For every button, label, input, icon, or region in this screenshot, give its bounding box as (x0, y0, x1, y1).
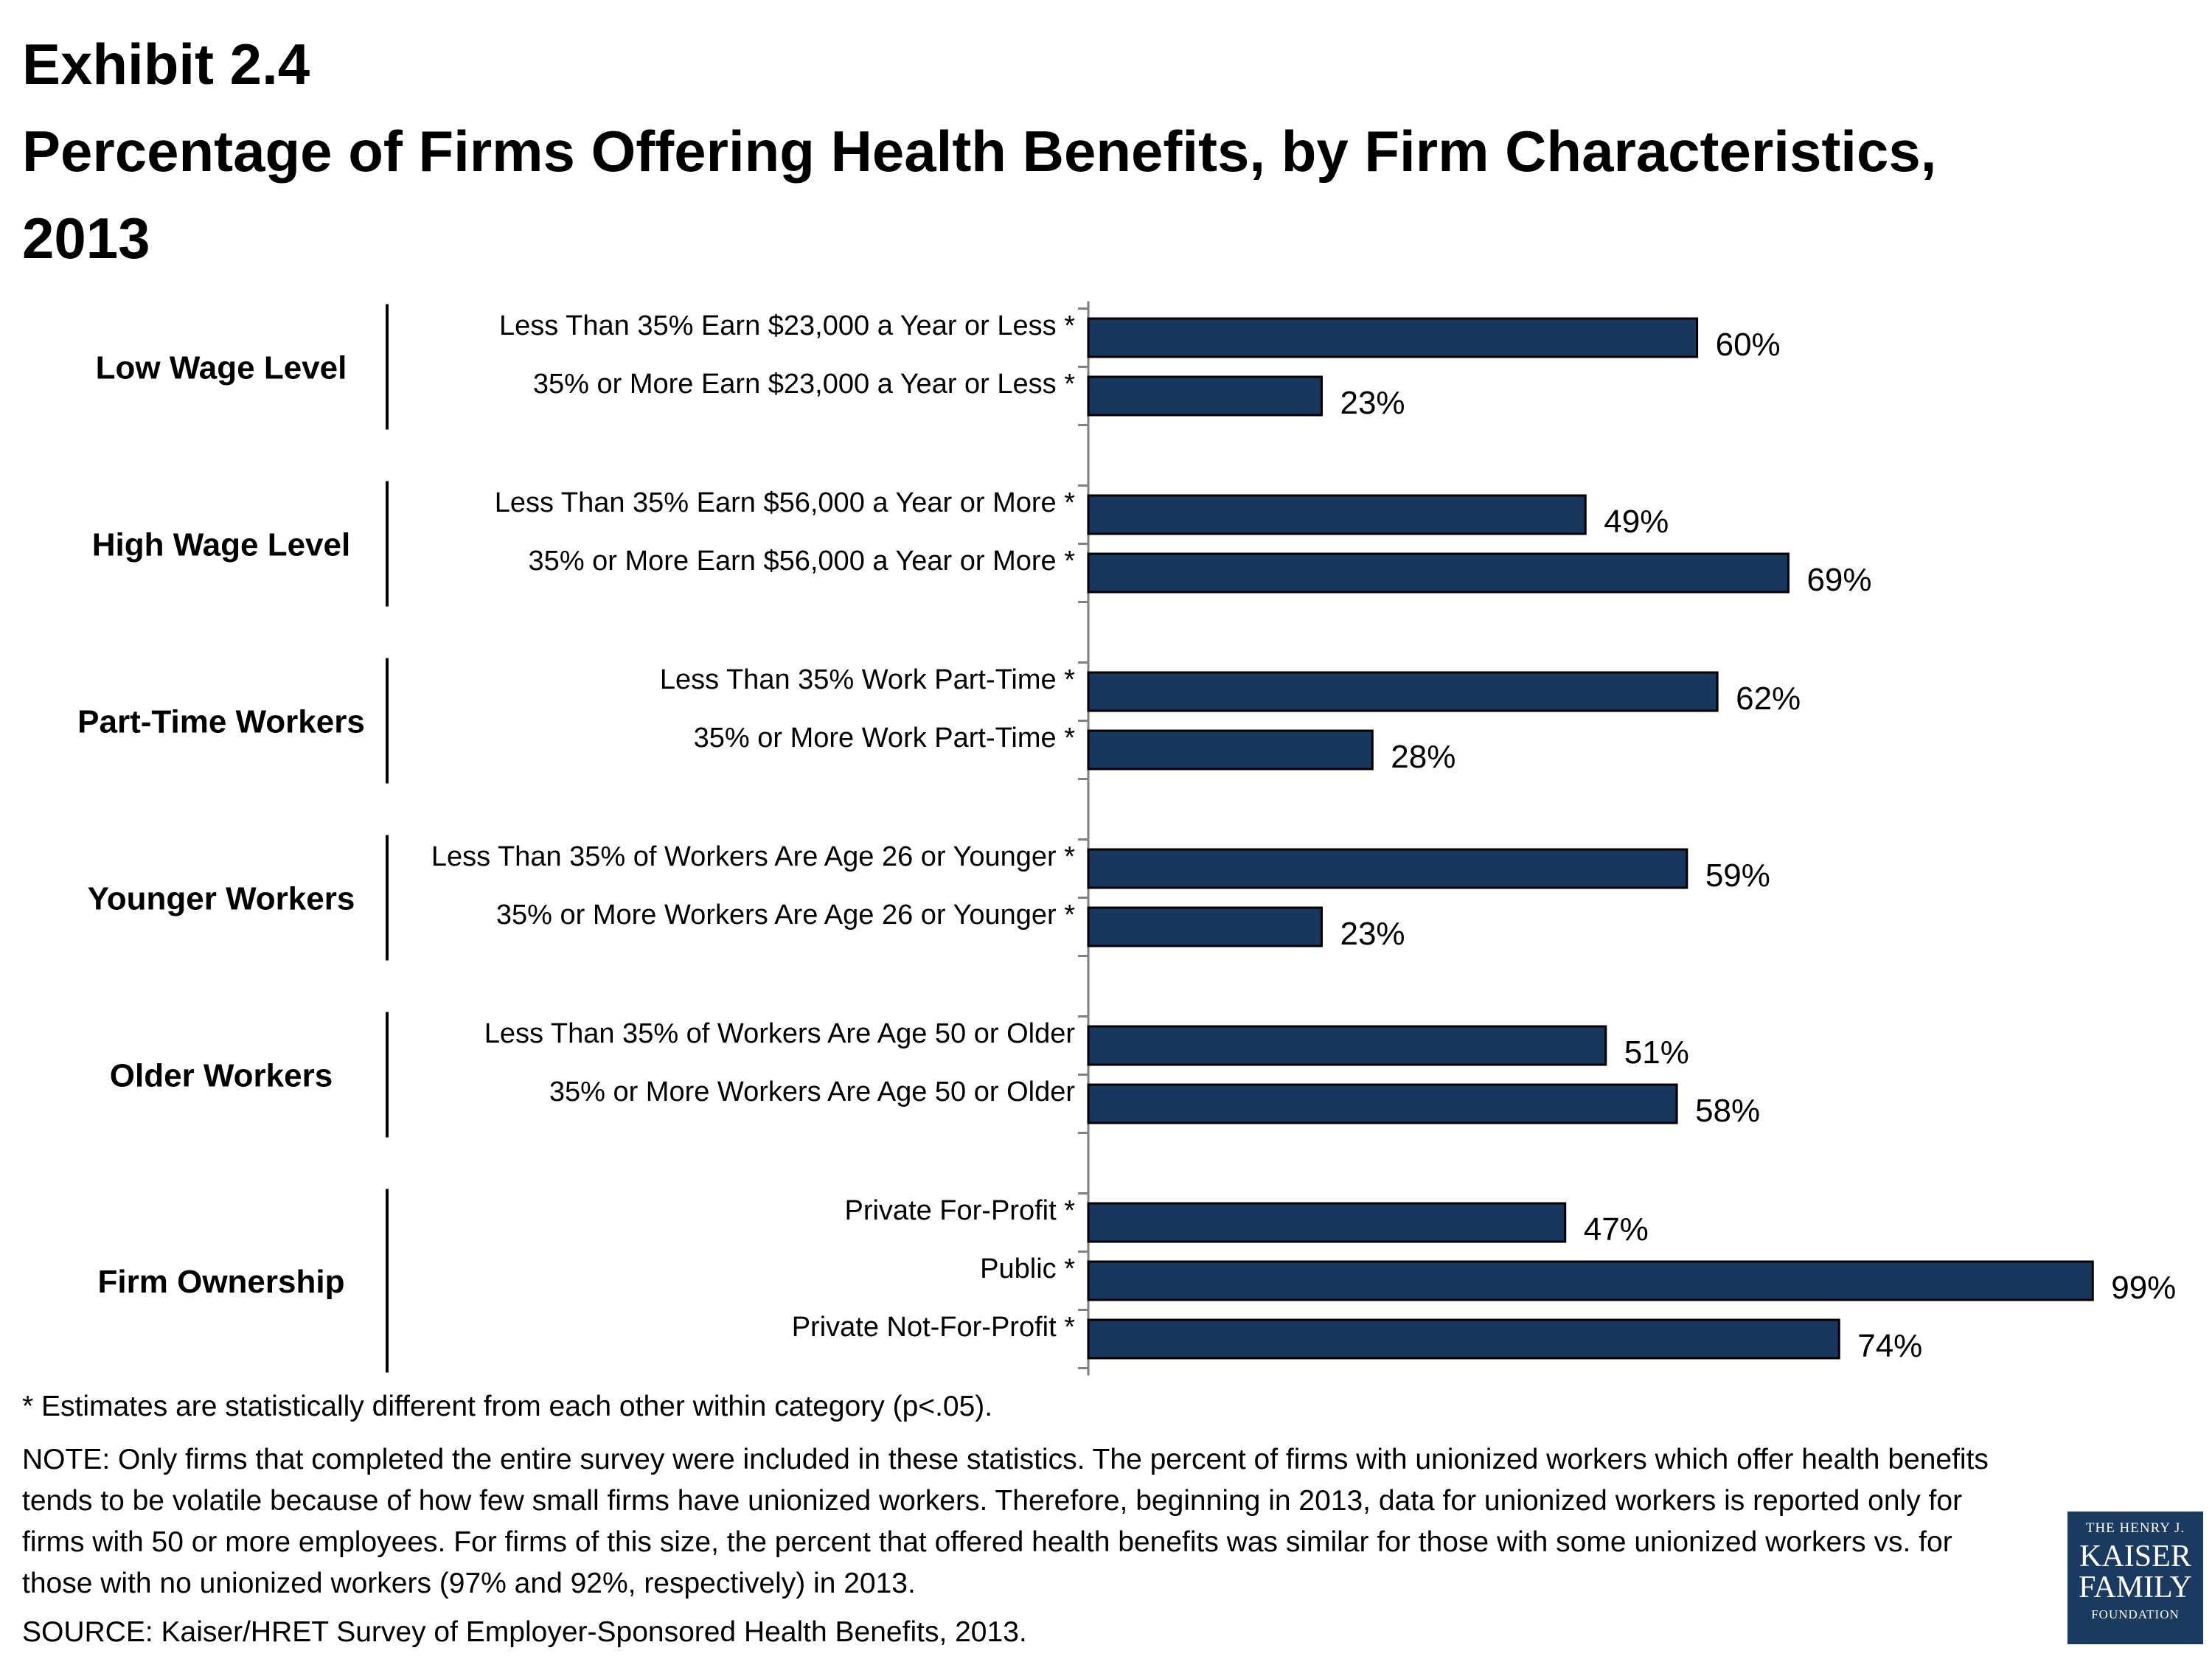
category-label: Less Than 35% of Workers Are Age 50 or O… (484, 1018, 1076, 1049)
bar (1087, 848, 1688, 889)
source-text: SOURCE: Kaiser/HRET Survey of Employer-S… (22, 1616, 1027, 1648)
category-label: Less Than 35% Earn $56,000 a Year or Mor… (495, 487, 1075, 518)
chart-notes: * Estimates are statistically different … (22, 1386, 2028, 1653)
bar (1087, 729, 1374, 771)
bar-value-label: 99% (2111, 1270, 2176, 1306)
asterisk-footnote: * Estimates are statistically different … (22, 1391, 993, 1422)
bar-value-label: 74% (1857, 1328, 1922, 1364)
group-label: High Wage Level (92, 527, 350, 563)
group-label: Older Workers (110, 1058, 333, 1094)
chart-axis (1078, 301, 1090, 1376)
category-label: Public * (980, 1253, 1075, 1284)
chart-groups: Low Wage Level High Wage Level Part-Time W… (77, 304, 389, 1373)
chart-title: Exhibit 2.4 Percentage of Firms Offering… (22, 21, 2190, 282)
category-label: 35% or More Work Part-Time * (694, 723, 1076, 754)
bar (1087, 1025, 1607, 1066)
bar-value-label: 60% (1716, 327, 1781, 363)
category-label: 35% or More Workers Are Age 50 or Older (549, 1077, 1076, 1107)
bar (1087, 375, 1323, 417)
bar-value-label: 59% (1705, 858, 1770, 894)
bar-value-label: 49% (1604, 504, 1669, 540)
bar-value-label: 58% (1695, 1093, 1760, 1129)
group-label: Part-Time Workers (77, 704, 365, 740)
bar-value-label: 23% (1340, 385, 1405, 421)
kff-logo: THE HENRY J. KAISER FAMILY FOUNDATION (2067, 1512, 2203, 1644)
bar (1087, 552, 1790, 594)
bar-value-label: 69% (1806, 562, 1871, 598)
category-label: 35% or More Earn $56,000 a Year or More … (529, 546, 1076, 577)
bar (1087, 671, 1719, 712)
logo-line-3: FAMILY (2079, 1571, 2192, 1604)
group-label: Low Wage Level (96, 350, 347, 386)
bar (1087, 906, 1323, 947)
group-label: Younger Workers (88, 881, 355, 917)
logo-line-1: THE HENRY J. (2085, 1520, 2185, 1536)
bar-value-label: 28% (1391, 739, 1455, 775)
category-label: Private For-Profit * (844, 1195, 1075, 1226)
category-label: 35% or More Workers Are Age 26 or Younge… (496, 900, 1075, 931)
chart-bars: 60% Less Than 35% Earn $23,000 a Year or … (431, 310, 2176, 1364)
bar-chart: Low Wage Level High Wage Level Part-Time W… (77, 301, 2176, 1376)
category-label: Private Not-For-Profit * (792, 1312, 1076, 1343)
logo-line-2: KAISER (2079, 1540, 2191, 1573)
bar (1087, 494, 1587, 535)
bar-value-label: 47% (1584, 1211, 1649, 1248)
bar (1087, 1083, 1678, 1124)
bar-value-label: 51% (1624, 1034, 1689, 1071)
title-line-3: 2013 (22, 206, 150, 271)
bar (1087, 1202, 1567, 1243)
title-line-1: Exhibit 2.4 (22, 32, 310, 97)
category-label: Less Than 35% of Workers Are Age 26 or Y… (431, 841, 1075, 872)
title-line-2: Percentage of Firms Offering Health Bene… (22, 119, 1937, 184)
logo-line-4: FOUNDATION (2091, 1607, 2180, 1621)
category-label: Less Than 35% Earn $23,000 a Year or Les… (499, 310, 1075, 341)
category-label: 35% or More Earn $23,000 a Year or Less … (533, 369, 1075, 400)
bar (1087, 317, 1699, 358)
bar-value-label: 23% (1340, 916, 1405, 952)
note-text: NOTE: Only firms that completed the enti… (22, 1444, 1989, 1599)
bar (1087, 1260, 2094, 1301)
category-label: Less Than 35% Work Part-Time * (660, 664, 1075, 695)
bar (1087, 1318, 1840, 1360)
group-label: Firm Ownership (98, 1264, 345, 1300)
bar-value-label: 62% (1736, 681, 1801, 717)
